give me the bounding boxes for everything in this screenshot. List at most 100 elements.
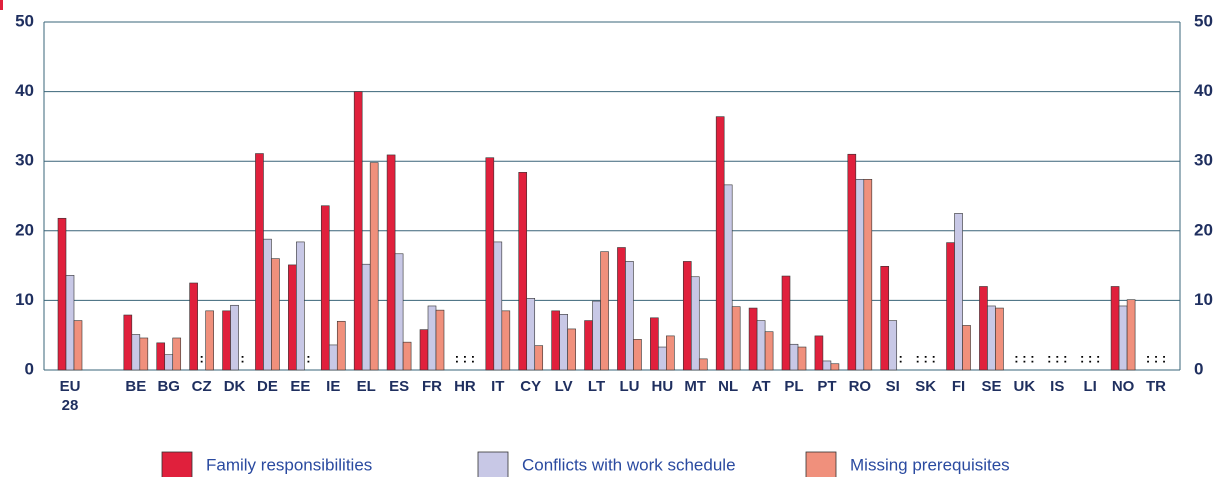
missing-marker: : (1047, 350, 1051, 365)
x-tick-label: LU (619, 378, 640, 395)
bar (336, 320, 346, 371)
bar (633, 339, 642, 371)
bar (328, 344, 338, 371)
bar (600, 251, 609, 371)
x-tick-label: SE (981, 378, 1002, 395)
x-tick-label: BG (157, 378, 180, 395)
y-tick-label: 40 (15, 81, 34, 100)
bar (427, 305, 437, 371)
missing-marker: : (1055, 350, 1059, 365)
y2-tick-label: 50 (1194, 11, 1213, 30)
legend-swatch (805, 451, 837, 477)
bar (863, 178, 873, 371)
missing-marker: : (1022, 350, 1026, 365)
bar (1110, 286, 1120, 371)
legend-swatch (161, 451, 193, 477)
y-tick-label: 0 (25, 359, 34, 378)
bar (123, 314, 133, 371)
bar (666, 335, 675, 371)
bar (164, 354, 174, 371)
x-tick-label: MT (684, 378, 707, 395)
y2-tick-label: 20 (1194, 220, 1213, 239)
x-tick-label: EL (356, 378, 376, 395)
x-tick-label: LI (1083, 378, 1097, 395)
x-tick-label: LT (587, 378, 606, 395)
bar (723, 184, 733, 371)
bar (962, 325, 971, 371)
missing-marker: : (1088, 350, 1092, 365)
corner-mark (0, 0, 3, 10)
bar (855, 178, 865, 371)
bar (369, 162, 379, 371)
bar (526, 298, 536, 371)
bar (979, 286, 988, 371)
x-tick-label: SI (885, 378, 900, 395)
x-tick-label: IT (491, 378, 505, 395)
bar (946, 242, 955, 371)
bar (698, 358, 708, 371)
x-tick-label: LV (554, 378, 573, 395)
bar (263, 238, 272, 371)
missing-marker: : (199, 350, 203, 365)
x-tick-label: ES (389, 378, 410, 395)
bar (995, 307, 1004, 371)
bar (814, 335, 824, 371)
y2-tick-label: 0 (1194, 359, 1203, 378)
missing-marker: : (1080, 350, 1084, 365)
bar (551, 310, 560, 371)
x-tick-label: DK (223, 378, 246, 395)
x-tick-label: EU 28 (59, 378, 81, 414)
bar (534, 345, 544, 371)
bar (271, 258, 280, 371)
bar (501, 310, 511, 371)
bar (386, 154, 396, 371)
missing-marker: : (899, 350, 903, 365)
missing-marker: : (463, 350, 467, 365)
x-tick-label: RO (848, 378, 872, 395)
bar (584, 320, 593, 371)
bar (139, 337, 149, 371)
bar (394, 253, 404, 371)
bar (131, 334, 141, 371)
bar (65, 275, 75, 371)
bar (435, 309, 445, 371)
bar (156, 342, 166, 371)
legend-label: Missing prerequisites (850, 455, 1010, 474)
bar (888, 320, 898, 371)
bar (559, 314, 568, 371)
bar (756, 320, 766, 371)
bar (189, 282, 198, 371)
bar (320, 205, 330, 371)
bar (402, 341, 412, 371)
bar (690, 276, 700, 371)
bar (419, 329, 429, 371)
bar (847, 153, 857, 371)
x-tick-label: IS (1050, 378, 1065, 395)
bar (954, 213, 963, 371)
legend-label: Conflicts with work schedule (522, 455, 736, 474)
x-tick-label: NL (718, 378, 739, 395)
y2-tick-label: 40 (1194, 81, 1213, 100)
bar (617, 247, 626, 371)
bar (592, 300, 601, 371)
bar (822, 360, 832, 371)
bar (764, 331, 774, 371)
bar (205, 310, 214, 371)
bar (715, 116, 725, 371)
bar (650, 317, 659, 371)
bar (625, 261, 634, 371)
bar (288, 264, 297, 371)
x-tick-label: AT (751, 378, 771, 395)
bar (748, 307, 758, 371)
y2-tick-label: 30 (1194, 151, 1213, 170)
x-tick-label: UK (1013, 378, 1036, 395)
x-tick-label: FR (422, 378, 442, 395)
missing-marker: : (240, 350, 244, 365)
missing-marker: : (1096, 350, 1100, 365)
x-tick-label: EE (290, 378, 311, 395)
x-tick-label: IE (326, 378, 341, 395)
bar (518, 172, 528, 371)
bar (222, 310, 231, 371)
bar (361, 263, 371, 371)
